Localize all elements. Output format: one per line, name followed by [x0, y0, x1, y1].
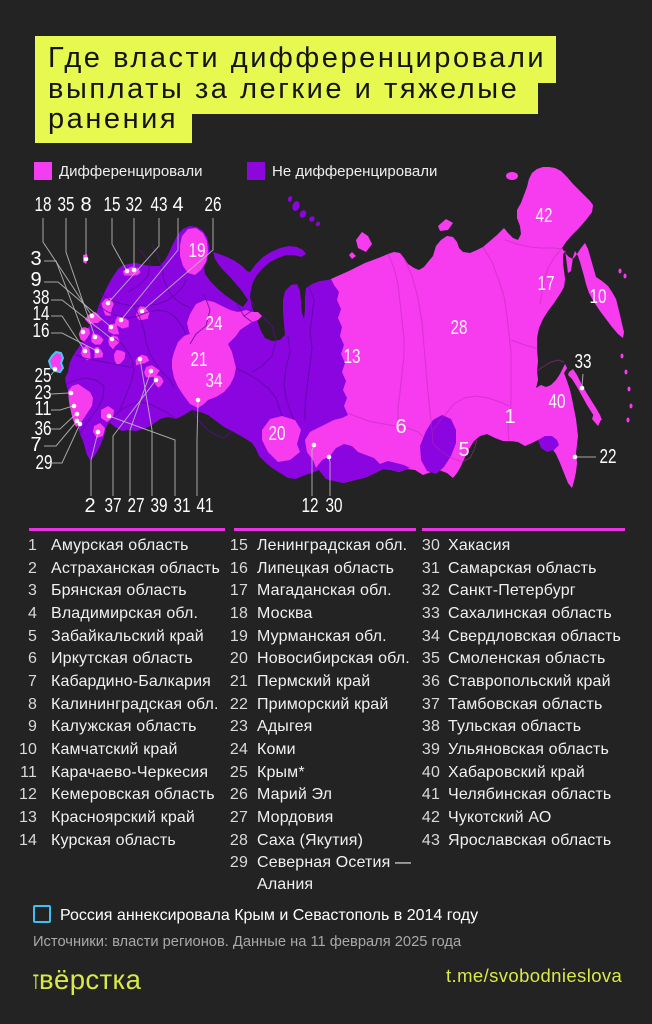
svg-text:33: 33 [575, 351, 592, 373]
svg-text:27: 27 [128, 495, 145, 517]
svg-text:9: 9 [30, 269, 41, 291]
svg-text:26: 26 [205, 194, 222, 216]
svg-text:19: 19 [189, 240, 206, 262]
svg-text:5: 5 [458, 439, 469, 461]
svg-text:17: 17 [538, 273, 555, 295]
svg-text:2: 2 [84, 495, 95, 517]
svg-text:14: 14 [33, 303, 50, 325]
svg-text:6: 6 [395, 416, 406, 438]
svg-text:1: 1 [504, 406, 515, 428]
svg-text:21: 21 [191, 349, 208, 371]
svg-text:16: 16 [33, 320, 50, 342]
svg-text:20: 20 [269, 423, 286, 445]
svg-text:39: 39 [151, 495, 168, 517]
svg-text:11: 11 [35, 398, 52, 420]
svg-text:7: 7 [30, 434, 41, 456]
svg-text:15: 15 [104, 194, 121, 216]
svg-text:8: 8 [80, 194, 91, 216]
svg-text:28: 28 [451, 317, 468, 339]
svg-text:18: 18 [35, 194, 52, 216]
svg-text:36: 36 [35, 418, 52, 440]
svg-text:35: 35 [58, 194, 75, 216]
svg-text:40: 40 [549, 391, 566, 413]
svg-text:43: 43 [151, 194, 168, 216]
svg-text:37: 37 [105, 495, 122, 517]
svg-text:31: 31 [174, 495, 191, 517]
svg-text:29: 29 [36, 452, 53, 474]
svg-text:23: 23 [35, 382, 52, 404]
svg-text:10: 10 [590, 286, 607, 308]
svg-text:13: 13 [344, 346, 361, 368]
svg-text:4: 4 [172, 194, 183, 216]
svg-text:3: 3 [30, 248, 41, 270]
svg-text:32: 32 [126, 194, 143, 216]
svg-text:24: 24 [206, 313, 223, 335]
svg-text:34: 34 [206, 370, 223, 392]
svg-text:41: 41 [197, 495, 214, 517]
svg-text:30: 30 [326, 495, 343, 517]
svg-text:12: 12 [302, 495, 319, 517]
svg-text:22: 22 [600, 446, 617, 468]
svg-text:42: 42 [536, 205, 553, 227]
svg-text:38: 38 [33, 287, 50, 309]
svg-text:25: 25 [35, 365, 52, 387]
